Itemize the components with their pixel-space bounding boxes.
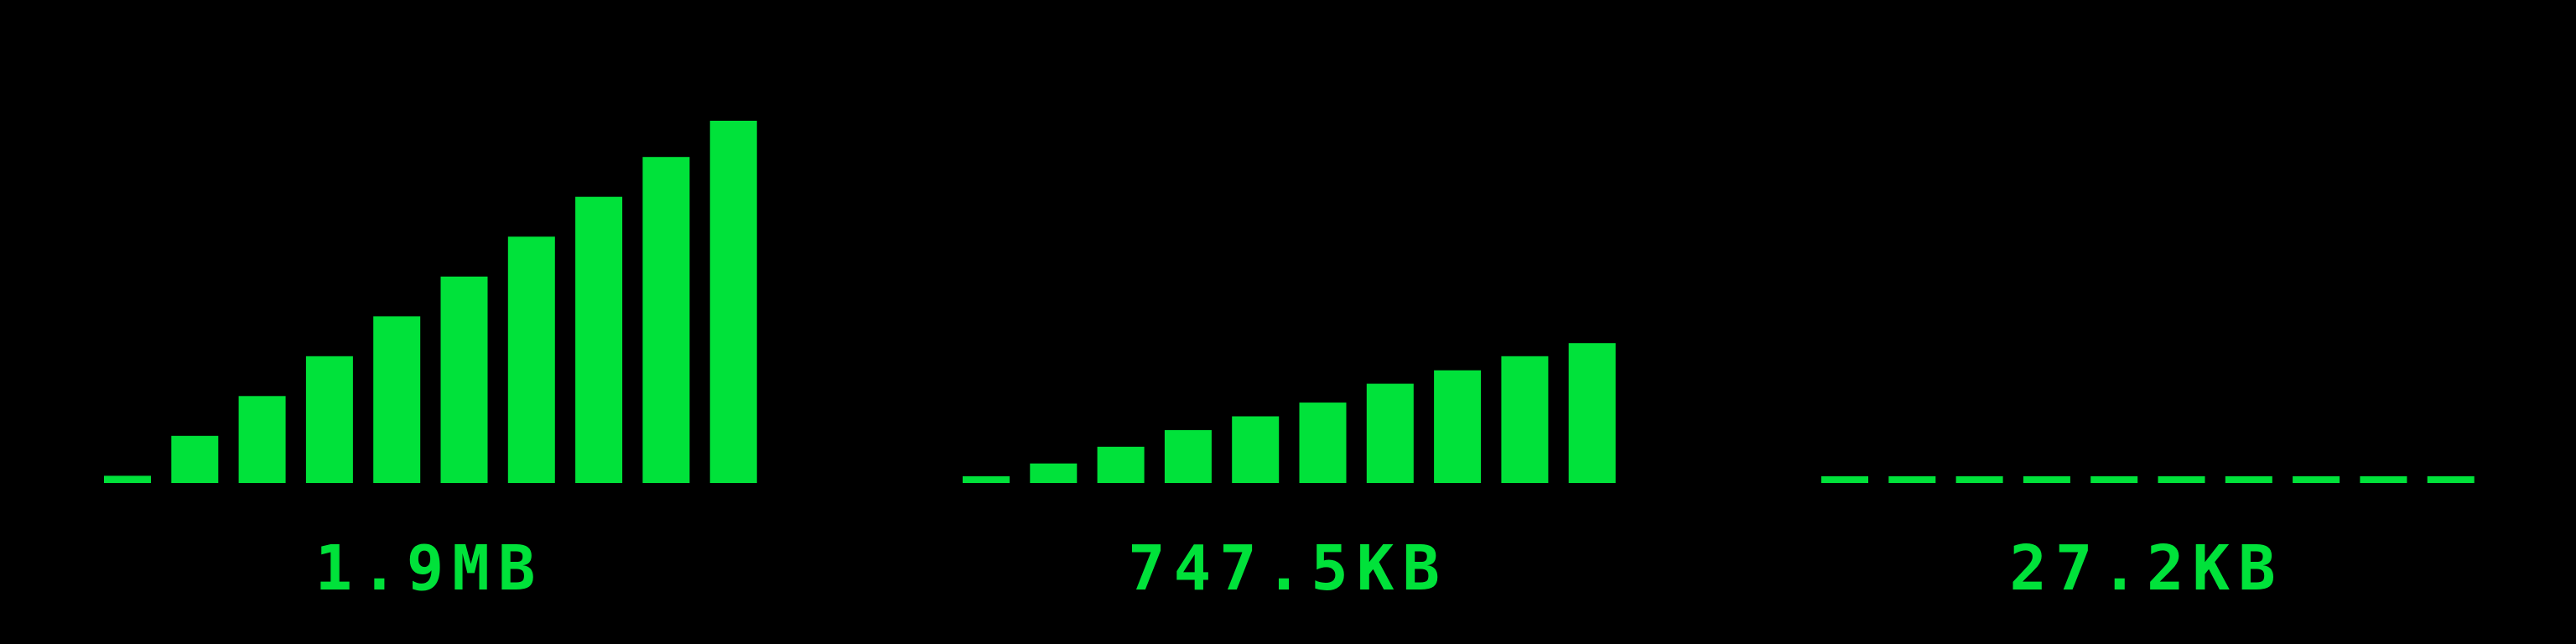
bar-1-8 xyxy=(575,196,623,483)
bar-1-1 xyxy=(104,475,151,483)
bar-2-9 xyxy=(1501,356,1549,483)
bar-3-3 xyxy=(1955,476,2003,483)
bar-chart-2 xyxy=(963,343,1616,483)
bar-2-5 xyxy=(1232,416,1280,483)
bar-3-2 xyxy=(1888,476,1936,483)
bar-2-10 xyxy=(1568,343,1616,483)
bar-2-6 xyxy=(1299,402,1347,483)
size-label-3: 27.2KB xyxy=(2009,532,2284,605)
bar-1-6 xyxy=(440,276,488,483)
bar-1-7 xyxy=(507,236,555,483)
bar-3-5 xyxy=(2090,476,2138,483)
bar-2-2 xyxy=(1030,463,1078,483)
bar-chart-3 xyxy=(1821,476,2475,483)
chart-panel-2: 747.5KB xyxy=(859,0,1717,644)
bar-1-2 xyxy=(171,435,219,483)
bar-1-4 xyxy=(305,356,353,483)
chart-panel-3: 27.2KB xyxy=(1717,0,2576,644)
bar-3-7 xyxy=(2225,476,2272,483)
bar-3-4 xyxy=(2023,476,2070,483)
bar-1-5 xyxy=(373,316,421,483)
bar-1-9 xyxy=(642,157,690,483)
bar-1-10 xyxy=(709,121,757,483)
bar-3-9 xyxy=(2360,476,2407,483)
bar-3-6 xyxy=(2158,476,2205,483)
bar-2-1 xyxy=(963,476,1010,483)
size-label-1: 1.9MB xyxy=(314,532,544,605)
bar-2-3 xyxy=(1097,446,1145,483)
size-label-2: 747.5KB xyxy=(1128,532,1448,605)
bar-3-1 xyxy=(1821,476,1868,483)
bar-3-8 xyxy=(2293,476,2340,483)
chart-panel-1: 1.9MB xyxy=(0,0,859,644)
bar-3-10 xyxy=(2427,476,2475,483)
bar-1-3 xyxy=(238,396,286,483)
bar-2-4 xyxy=(1164,429,1212,483)
bar-2-7 xyxy=(1366,383,1414,483)
bar-chart-1 xyxy=(104,121,757,483)
bar-2-8 xyxy=(1434,370,1482,483)
